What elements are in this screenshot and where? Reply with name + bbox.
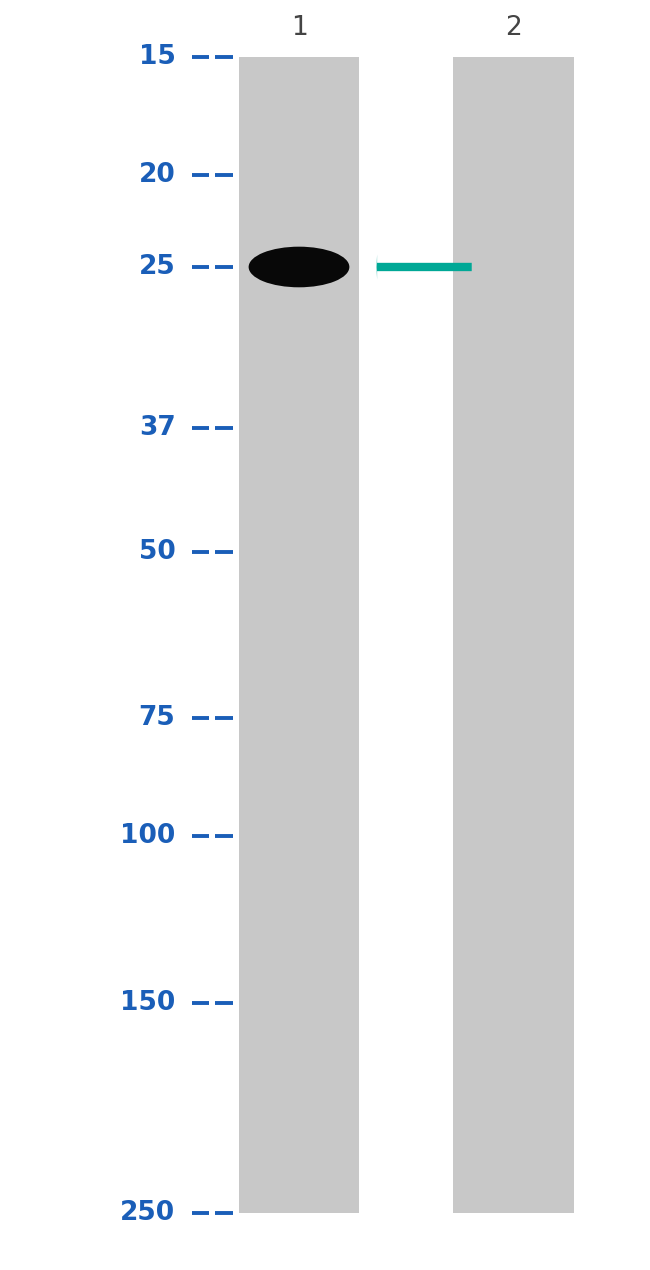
Bar: [454, 57, 573, 1213]
Text: 150: 150: [120, 991, 176, 1016]
Text: 1: 1: [291, 15, 307, 41]
Text: 250: 250: [120, 1200, 176, 1226]
Ellipse shape: [248, 246, 350, 287]
Text: 75: 75: [138, 705, 176, 732]
Text: 50: 50: [138, 538, 176, 565]
Text: 100: 100: [120, 823, 176, 850]
Text: 15: 15: [138, 44, 176, 70]
Text: 37: 37: [138, 415, 176, 441]
Text: 2: 2: [505, 15, 522, 41]
Text: 20: 20: [138, 163, 176, 188]
Text: 25: 25: [138, 254, 176, 279]
Bar: [239, 57, 359, 1213]
